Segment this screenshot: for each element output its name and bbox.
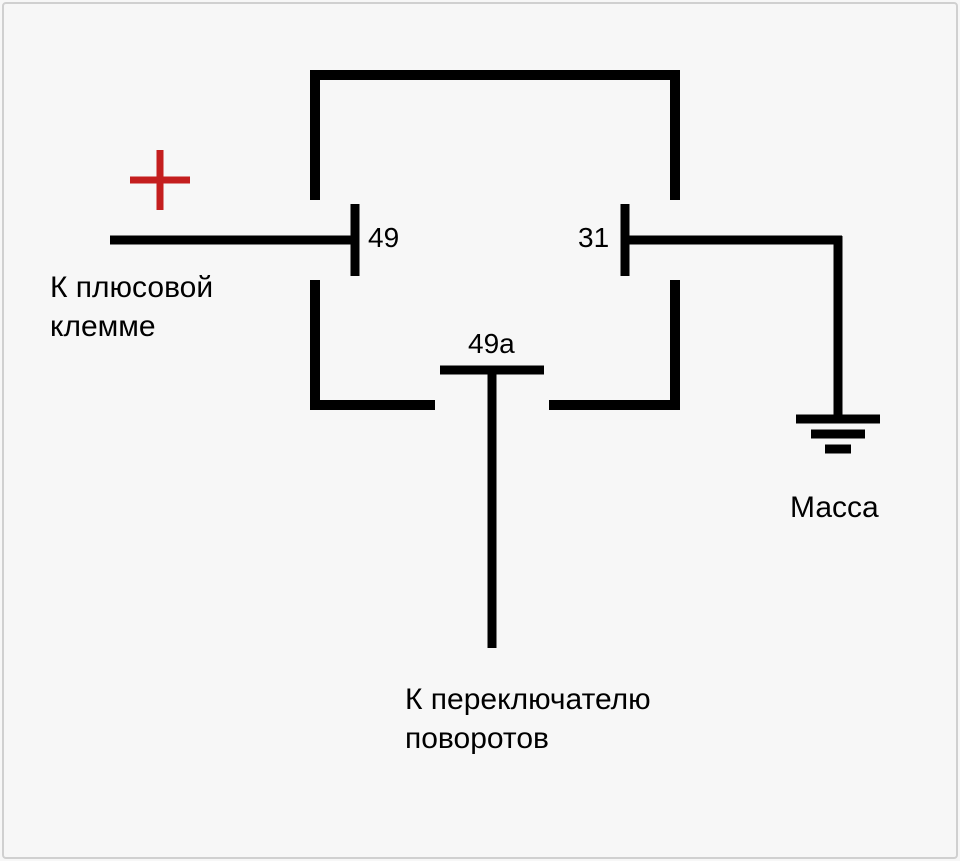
- label-plus-terminal: К плюсовой клемме: [50, 268, 213, 346]
- label-plus-line2: клемме: [50, 310, 156, 343]
- pin-31-label: 31: [578, 222, 609, 254]
- label-ground: Масса: [790, 488, 879, 527]
- label-switch-line1: К переключателю: [405, 683, 651, 716]
- label-switch-line2: поворотов: [405, 722, 549, 755]
- label-plus-line1: К плюсовой: [50, 271, 213, 304]
- label-switch: К переключателю поворотов: [405, 680, 651, 758]
- ground-icon: [796, 419, 880, 449]
- pin-49-label: 49: [368, 222, 399, 254]
- plus-icon: [130, 150, 190, 210]
- pin-49a-label: 49a: [468, 328, 515, 360]
